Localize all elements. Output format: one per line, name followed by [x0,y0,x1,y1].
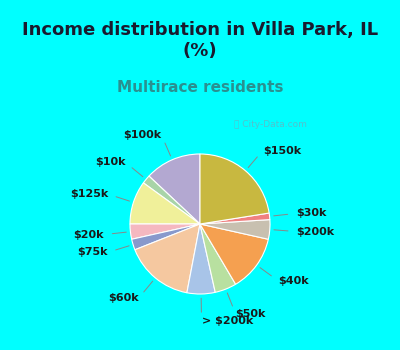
Wedge shape [130,183,200,224]
Wedge shape [132,224,200,250]
Text: $100k: $100k [124,130,162,140]
Wedge shape [149,154,200,224]
Wedge shape [200,213,270,224]
Text: $20k: $20k [74,230,104,240]
Text: $40k: $40k [278,276,309,286]
Wedge shape [135,224,200,293]
Wedge shape [200,224,236,292]
Text: $60k: $60k [108,293,138,303]
Text: $10k: $10k [95,158,126,167]
Wedge shape [200,219,270,239]
Text: $150k: $150k [263,146,301,155]
Text: $50k: $50k [236,309,266,319]
Text: ⓘ City-Data.com: ⓘ City-Data.com [234,120,306,128]
Text: > $200k: > $200k [202,316,253,326]
Wedge shape [143,176,200,224]
Wedge shape [187,224,215,294]
Wedge shape [130,224,200,239]
Text: Income distribution in Villa Park, IL
(%): Income distribution in Villa Park, IL (%… [22,21,378,60]
Text: Multirace residents: Multirace residents [117,79,283,94]
Wedge shape [200,154,269,224]
Text: $30k: $30k [296,208,326,218]
Text: $75k: $75k [77,247,108,257]
Text: $200k: $200k [296,226,334,237]
Wedge shape [200,224,268,284]
Text: $125k: $125k [70,189,108,199]
